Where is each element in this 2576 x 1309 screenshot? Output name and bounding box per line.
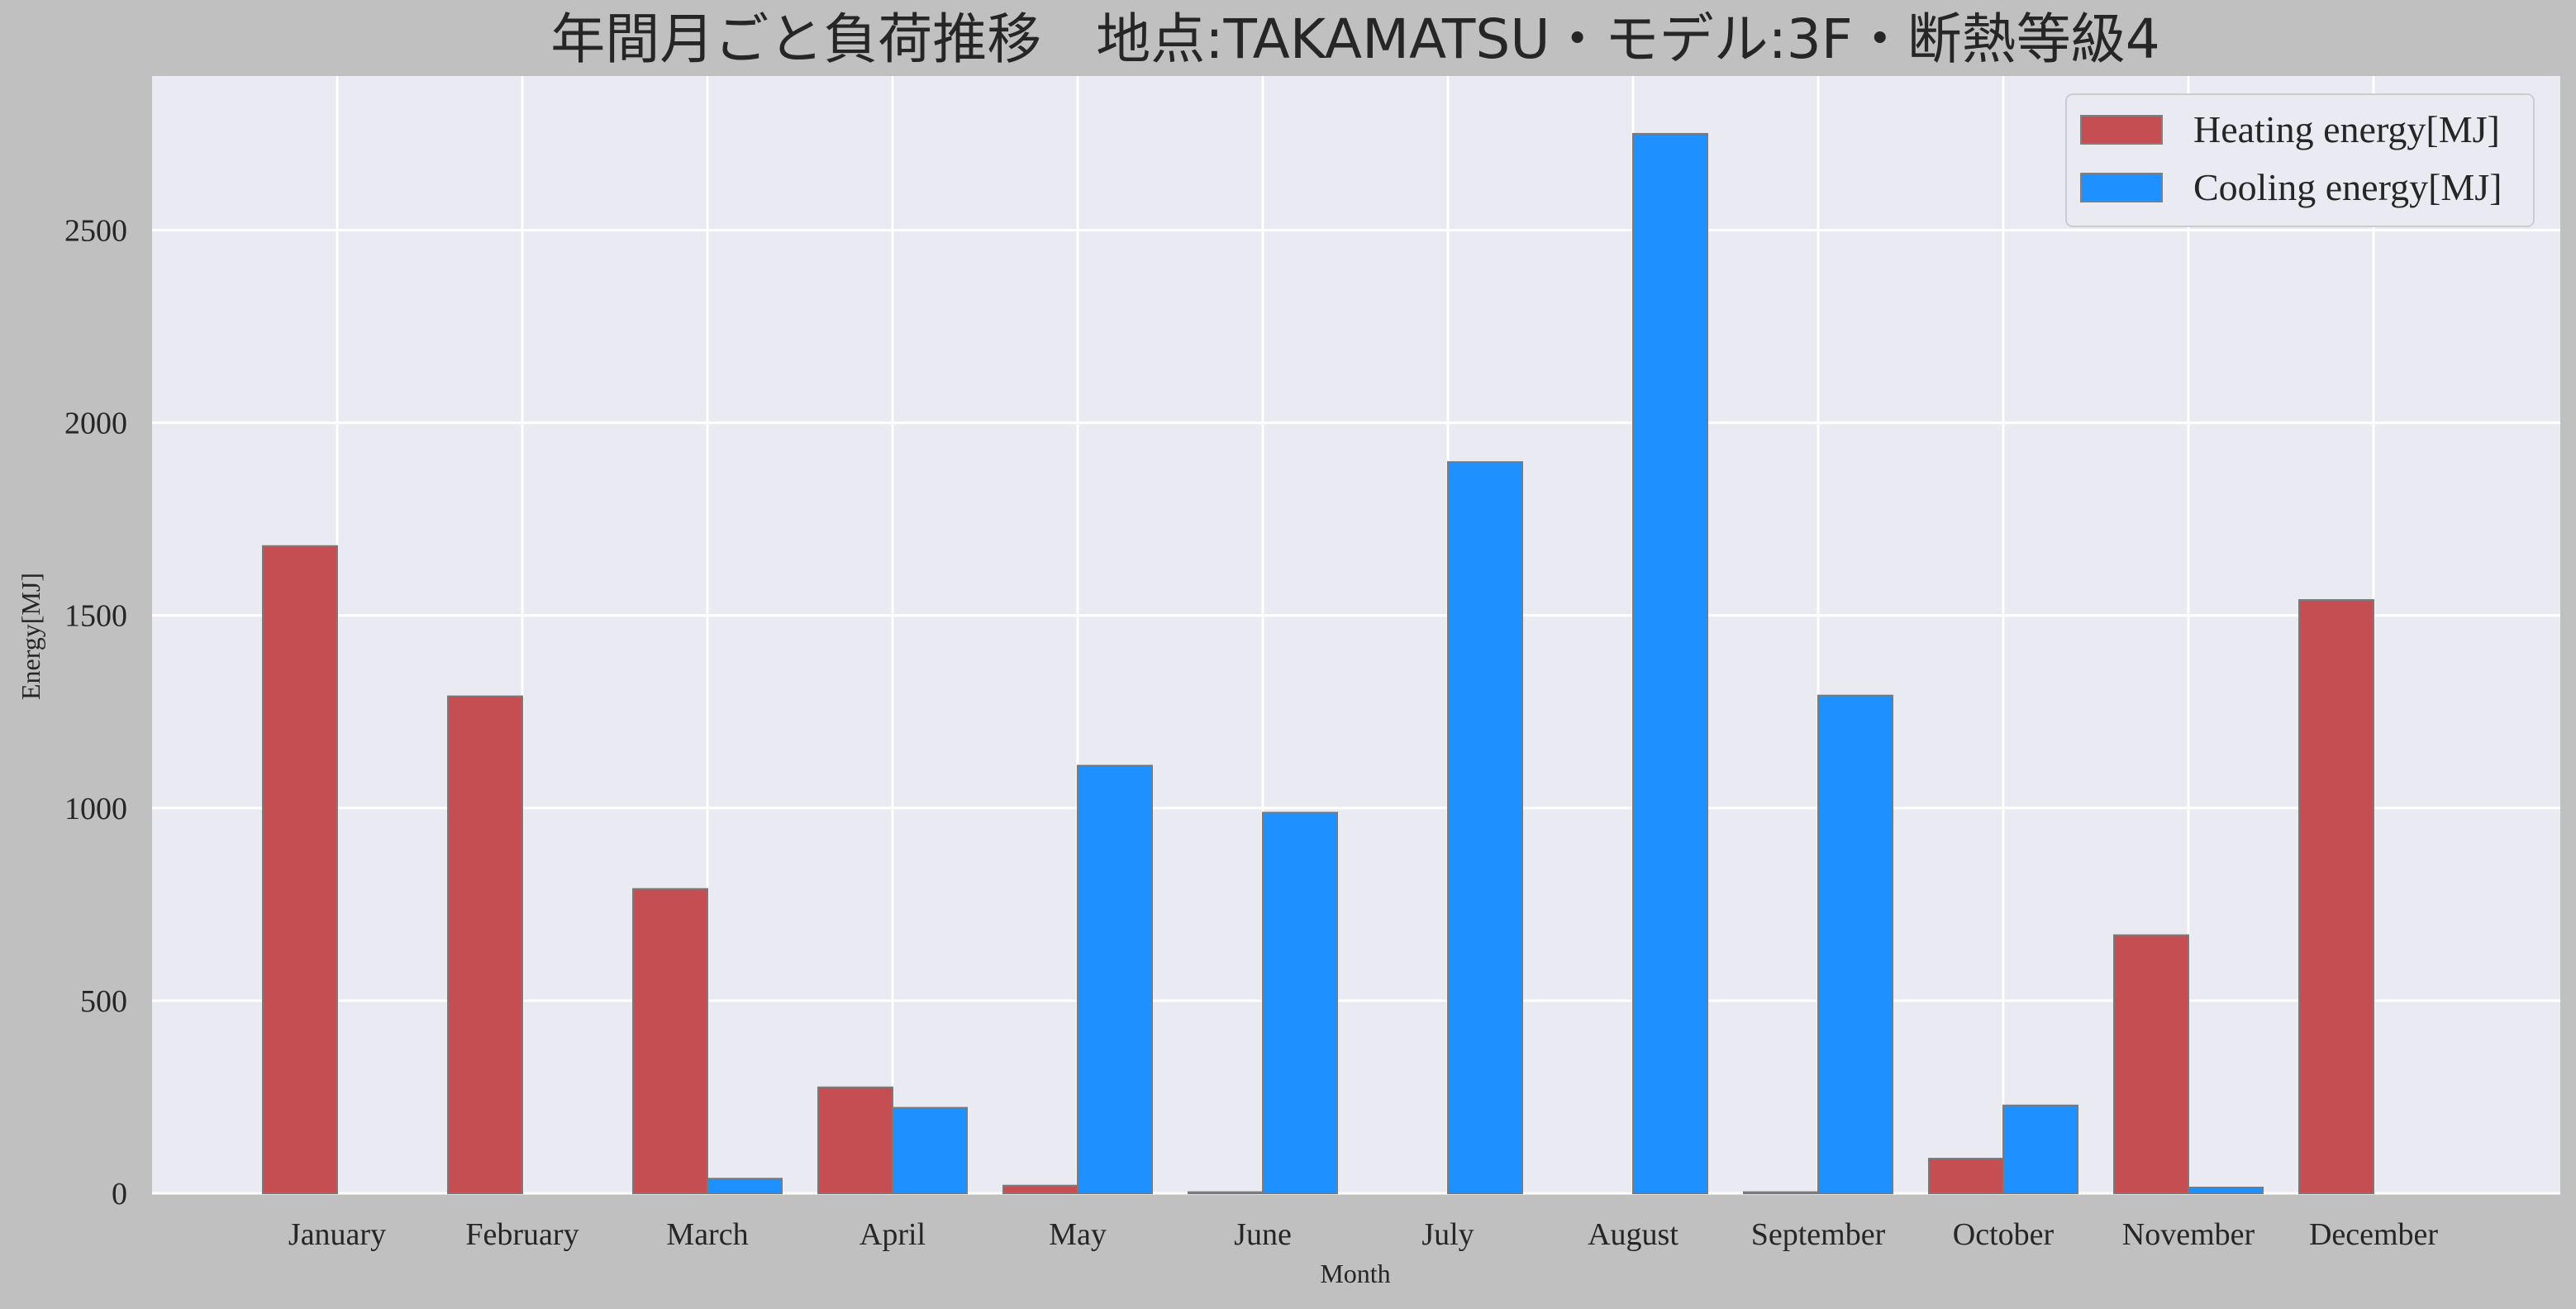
y-tick-label: 1000	[64, 792, 127, 826]
heating-bar-december	[2298, 599, 2374, 1194]
heating-bar-november	[2113, 934, 2189, 1194]
x-tick-label: May	[1049, 1217, 1107, 1252]
x-tick-label: January	[288, 1217, 386, 1252]
x-tick-label: July	[1421, 1217, 1474, 1252]
y-tick-label: 2500	[64, 213, 127, 248]
x-tick-label: June	[1234, 1217, 1292, 1252]
heating-bar-may	[1002, 1184, 1078, 1195]
cooling-bar-august	[1632, 132, 1708, 1194]
heating-bar-june	[1188, 1191, 1264, 1194]
cooling-bar-march	[707, 1178, 783, 1195]
x-tick-label: August	[1588, 1217, 1678, 1252]
x-tick-label: April	[859, 1217, 926, 1252]
y-tick-label: 2000	[64, 407, 127, 441]
heating-bar-october	[1928, 1158, 2004, 1195]
cooling-bar-april	[892, 1107, 968, 1195]
x-axis-title: Month	[1320, 1259, 1390, 1288]
legend: Heating energy[MJ] Cooling energy[MJ]	[2065, 93, 2535, 227]
heating-bar-april	[817, 1086, 893, 1194]
x-tick-label: September	[1751, 1217, 1886, 1252]
cooling-bar-october	[2002, 1104, 2078, 1195]
y-tick-label: 500	[80, 984, 127, 1019]
heating-bar-january	[262, 545, 338, 1194]
legend-label-cooling: Cooling energy[MJ]	[2193, 166, 2502, 208]
x-axis-ticks: January February March April May June July Augu…	[288, 1217, 2438, 1252]
chart-title: 年間月ごと負荷推移 地点:TAKAMATSU・モデル:3F・断熱等級4	[550, 7, 2160, 71]
x-tick-label: December	[2309, 1217, 2438, 1252]
heating-bar-february	[447, 695, 523, 1194]
y-axis-ticks: 0 500 1000 1500 2000 2500	[64, 213, 127, 1211]
cooling-bar-may	[1077, 764, 1153, 1194]
x-tick-label: March	[666, 1217, 748, 1252]
cooling-bar-november	[2188, 1187, 2264, 1194]
heating-bar-september	[1743, 1191, 1819, 1194]
cooling-bar-july	[1447, 461, 1523, 1194]
y-tick-label: 1500	[64, 599, 127, 634]
y-tick-label: 0	[112, 1177, 127, 1211]
legend-label-heating: Heating energy[MJ]	[2193, 108, 2500, 150]
cooling-bar-june	[1262, 812, 1338, 1194]
legend-swatch-cooling	[2080, 173, 2163, 202]
cooling-bar-september	[1817, 694, 1893, 1194]
legend-frame	[2065, 93, 2535, 227]
legend-swatch-heating	[2080, 115, 2163, 145]
x-tick-label: October	[1953, 1217, 2055, 1252]
heating-bar-march	[632, 888, 708, 1194]
bars	[262, 132, 2374, 1195]
x-tick-label: November	[2122, 1217, 2255, 1252]
y-axis-title: Energy[MJ]	[16, 573, 45, 700]
x-tick-label: February	[465, 1217, 579, 1252]
